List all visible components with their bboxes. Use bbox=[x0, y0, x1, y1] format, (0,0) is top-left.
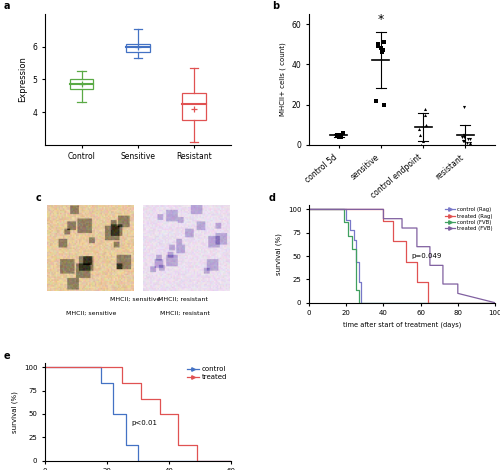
Y-axis label: Expression: Expression bbox=[18, 56, 27, 102]
Point bbox=[464, 139, 471, 147]
Point bbox=[466, 135, 474, 142]
Text: MHCII; sensitive: MHCII; sensitive bbox=[110, 297, 160, 302]
Point bbox=[374, 42, 382, 50]
Point bbox=[335, 133, 343, 141]
Point bbox=[378, 48, 386, 56]
Text: MHCII; sensitive: MHCII; sensitive bbox=[66, 311, 116, 315]
Text: p<0.01: p<0.01 bbox=[132, 420, 158, 426]
Point bbox=[420, 105, 428, 112]
Bar bbox=[126, 44, 150, 52]
Text: *: * bbox=[378, 13, 384, 26]
Text: MHCII; resistant: MHCII; resistant bbox=[158, 297, 208, 302]
Text: p=0.049: p=0.049 bbox=[412, 253, 442, 259]
Y-axis label: survival (%): survival (%) bbox=[276, 233, 282, 274]
Text: d: d bbox=[268, 193, 275, 203]
Bar bbox=[182, 93, 206, 120]
Point bbox=[416, 131, 424, 139]
Point bbox=[417, 141, 425, 149]
Y-axis label: survival (%): survival (%) bbox=[12, 391, 18, 432]
Point bbox=[466, 141, 474, 149]
Legend: control (Rag), treated (Rag), control (FVB), treated (FVB): control (Rag), treated (Rag), control (F… bbox=[445, 207, 492, 231]
Point bbox=[460, 137, 468, 144]
Point bbox=[420, 111, 428, 118]
Point bbox=[415, 125, 423, 133]
Point bbox=[374, 40, 382, 48]
Point bbox=[334, 131, 342, 139]
Text: c: c bbox=[36, 193, 42, 203]
Point bbox=[460, 103, 468, 110]
Point bbox=[460, 131, 468, 139]
Bar bbox=[70, 79, 94, 89]
Point bbox=[336, 133, 344, 141]
Text: MHCII; resistant: MHCII; resistant bbox=[160, 311, 210, 315]
X-axis label: time after start of treatment (days): time after start of treatment (days) bbox=[343, 322, 461, 329]
Point bbox=[380, 101, 388, 108]
Point bbox=[460, 131, 468, 139]
Y-axis label: MHCII+ cells ( count): MHCII+ cells ( count) bbox=[280, 43, 286, 116]
Point bbox=[458, 137, 466, 144]
Point bbox=[338, 129, 346, 136]
Text: e: e bbox=[4, 351, 10, 360]
Text: b: b bbox=[272, 1, 279, 11]
Legend: control, treated: control, treated bbox=[187, 366, 228, 380]
Point bbox=[380, 47, 388, 54]
Text: a: a bbox=[4, 1, 10, 11]
Point bbox=[377, 45, 385, 52]
Point bbox=[420, 137, 428, 144]
Point bbox=[460, 133, 468, 141]
Point bbox=[458, 133, 466, 141]
Point bbox=[332, 131, 340, 139]
Point bbox=[466, 139, 474, 147]
Point bbox=[380, 39, 388, 46]
Point bbox=[372, 97, 380, 104]
Point bbox=[422, 121, 430, 128]
Point bbox=[464, 135, 472, 142]
